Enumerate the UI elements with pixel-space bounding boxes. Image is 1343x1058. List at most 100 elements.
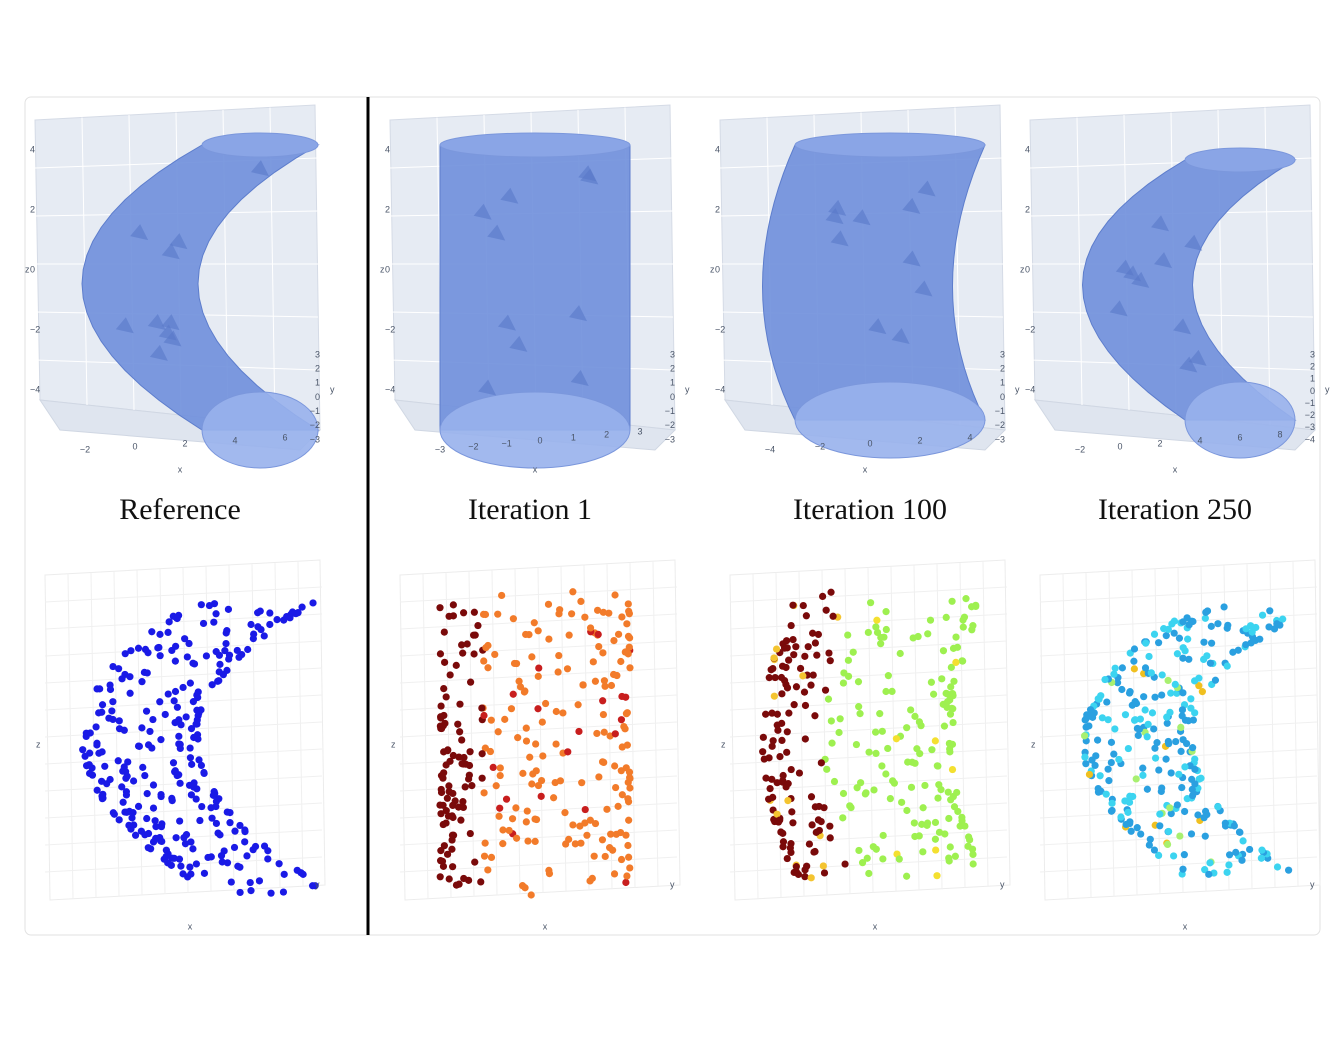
scatter-y-title: y	[315, 879, 320, 889]
scatter-point	[1191, 765, 1199, 773]
scatter-point	[1091, 761, 1099, 770]
scatter-point	[185, 639, 193, 648]
scatter-point	[224, 605, 233, 613]
scatter-point	[482, 644, 490, 652]
scatter-point	[953, 788, 961, 797]
mesh-plot: 4 2 0 −2 −4 z −4 −2 0 2 4 x 3 2 1 0 −1 −2 −3 y	[710, 104, 1020, 474]
scatter-point	[255, 877, 264, 885]
scatter-y-title: y	[1310, 879, 1315, 889]
x-tick-label: 0	[132, 441, 137, 451]
scatter-point	[947, 663, 955, 671]
scatter-point	[1121, 711, 1130, 719]
mesh-cap	[794, 132, 986, 158]
scatter-point	[1151, 693, 1159, 701]
scatter-point	[800, 688, 809, 696]
scatter-point	[531, 837, 539, 846]
scatter-point	[439, 721, 447, 730]
scatter-point	[765, 674, 773, 682]
scatter-point	[1118, 664, 1126, 672]
scatter-point	[826, 834, 834, 842]
scatter-point	[440, 711, 448, 720]
scatter-point	[946, 843, 954, 851]
facet	[473, 203, 492, 220]
scatter-point	[611, 762, 619, 770]
scatter-point	[126, 673, 134, 681]
x-tick-label: 0	[1117, 441, 1122, 451]
scatter-point	[1103, 698, 1111, 706]
facet	[169, 233, 188, 250]
scatter-point	[449, 789, 457, 798]
scatter-point	[1225, 851, 1234, 859]
scatter-point	[158, 837, 166, 846]
scatter-point	[621, 648, 629, 656]
scatter-point	[844, 656, 853, 664]
scatter-point	[792, 643, 800, 651]
scatter-grid	[629, 562, 636, 889]
scatter-point	[142, 707, 151, 715]
scatter-point	[534, 627, 542, 635]
scatter-point	[969, 622, 977, 630]
scatter-point	[185, 781, 194, 789]
x-tick-label: 1	[571, 432, 576, 442]
scatter-point	[1206, 659, 1215, 667]
scatter-grid	[1292, 561, 1299, 887]
scatter-point	[1225, 861, 1233, 869]
scatter-point	[895, 855, 903, 863]
scatter-point	[552, 740, 560, 748]
z-tick-label: 0	[1025, 264, 1030, 274]
y-tick-label: −3	[995, 434, 1005, 444]
scatter-point	[449, 601, 457, 609]
scatter-point	[863, 854, 871, 862]
scatter-point	[545, 635, 553, 643]
scatter-point	[514, 734, 522, 742]
scatter-point	[1130, 657, 1138, 665]
scatter-point	[892, 735, 901, 743]
scatter-point	[1246, 845, 1254, 854]
scatter-point	[872, 623, 880, 631]
scatter-point	[1170, 617, 1179, 625]
scatter-point	[1134, 731, 1142, 739]
scatter-pane	[729, 559, 1011, 901]
scatter-grid	[205, 566, 212, 892]
scatter-point	[1104, 765, 1112, 773]
scatter-point	[1101, 675, 1109, 684]
scatter-point	[590, 852, 598, 860]
scatter-point	[449, 863, 457, 871]
scatter-point	[521, 884, 529, 892]
scatter-point	[563, 665, 572, 673]
scatter-point	[939, 647, 948, 655]
scatter-point	[1223, 662, 1231, 670]
scatter-point	[509, 690, 517, 698]
scatter-point	[1143, 733, 1151, 741]
scatter-point	[1166, 708, 1174, 717]
scatter-point	[1256, 635, 1264, 643]
facet	[509, 335, 528, 352]
scatter-grid	[399, 829, 678, 846]
scatter-point	[1124, 808, 1132, 816]
scatter-point	[773, 810, 781, 818]
scatter-point	[1205, 870, 1213, 878]
z-axis-title: z	[1020, 264, 1025, 274]
scatter-point	[931, 737, 939, 745]
scatter-point	[1232, 848, 1240, 856]
z-tick-label: −2	[30, 324, 40, 334]
scatter-point	[254, 623, 262, 631]
scatter-grid	[1131, 570, 1138, 896]
facet	[147, 314, 166, 331]
scatter-point	[1102, 790, 1110, 798]
scatter-point	[1111, 725, 1119, 733]
scatter-point	[857, 779, 865, 787]
scatter-grid	[729, 721, 1008, 738]
scatter-point	[141, 831, 149, 839]
scatter-point	[769, 737, 777, 745]
scatter-point	[854, 678, 863, 686]
scatter-point	[1141, 664, 1150, 672]
scatter-point	[176, 817, 184, 825]
scatter-x-title: x	[188, 921, 193, 931]
scatter-point	[1175, 770, 1183, 778]
scatter-grid	[251, 564, 258, 890]
scatter-point	[760, 755, 768, 763]
scatter-point	[903, 872, 911, 880]
scatter-point	[204, 853, 212, 862]
scatter-point	[886, 794, 894, 803]
